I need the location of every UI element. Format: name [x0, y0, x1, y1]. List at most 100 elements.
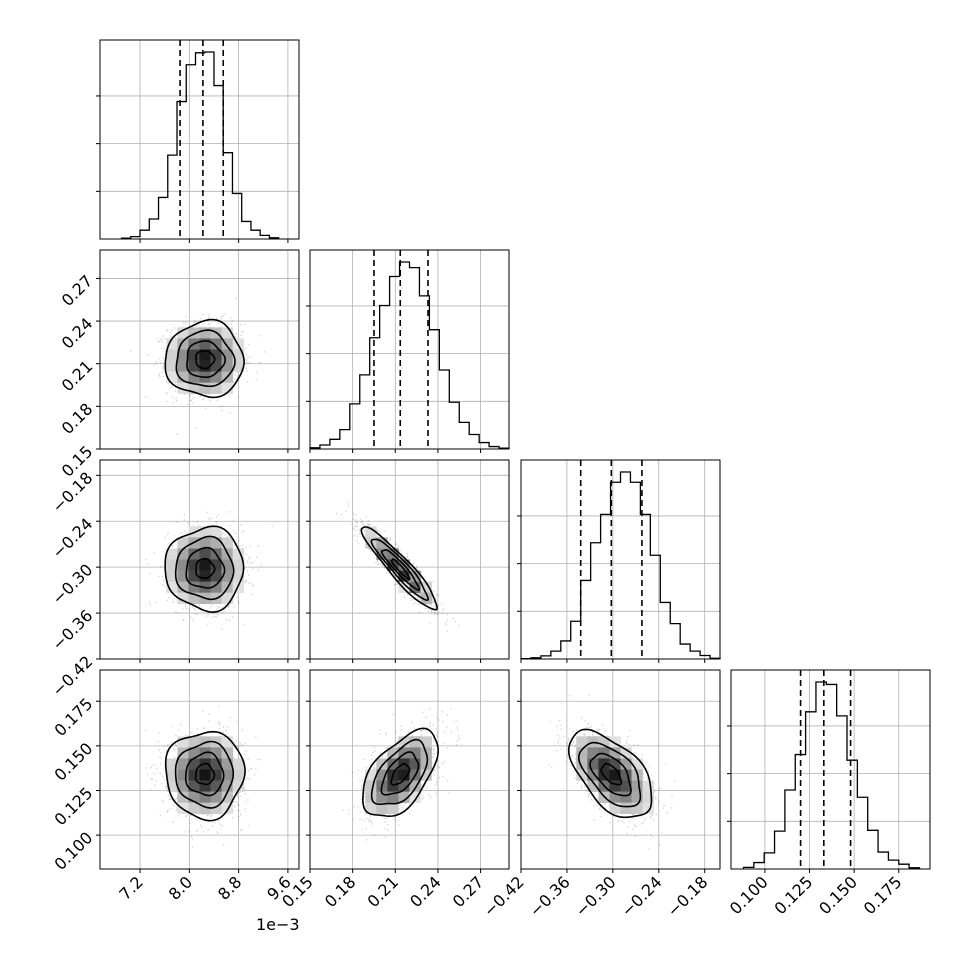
y-tick-label: 0.125: [51, 783, 97, 829]
density-cell: [398, 791, 410, 803]
x-tick-label: −0.42: [480, 872, 528, 920]
y-tick-label: 0.24: [58, 314, 97, 353]
contour-level-1: [184, 751, 225, 797]
panel-1-0: [99, 249, 300, 450]
density-cell: [188, 559, 200, 571]
density-cell: [398, 581, 410, 593]
density-cell: [609, 736, 621, 748]
density-cell: [387, 747, 399, 759]
contour-level-3: [362, 727, 440, 818]
contour-level-0: [195, 350, 216, 370]
density-cell: [232, 780, 245, 792]
density-cell: [177, 382, 189, 395]
contour-level-1: [589, 752, 632, 797]
density-cell: [210, 371, 222, 383]
x-tick-label: 0.150: [815, 872, 861, 918]
density-cell: [199, 349, 211, 361]
density-cell: [376, 758, 388, 770]
density-cell: [642, 780, 654, 792]
density-cell: [221, 769, 233, 781]
density-cell: [576, 736, 588, 748]
density-cell: [210, 360, 222, 372]
density-cell: [210, 526, 222, 538]
density-cell: [232, 570, 245, 582]
density-cell: [210, 769, 222, 781]
density-cell: [609, 769, 621, 781]
density-cell: [631, 791, 643, 803]
density-cell: [199, 802, 211, 815]
axis-offset-label: 1e−3: [256, 915, 300, 934]
density-cell: [420, 736, 432, 748]
panel-content: [100, 460, 299, 659]
histogram-step-3: [742, 681, 921, 869]
density-cell: [609, 802, 621, 815]
density-cell: [631, 758, 643, 770]
density-cell: [177, 736, 189, 748]
density-cell: [620, 769, 632, 781]
density-cell: [221, 537, 233, 549]
density-cell: [188, 570, 200, 582]
density-cell: [398, 769, 410, 781]
contour-level-3: [164, 318, 245, 399]
density-cell: [620, 802, 632, 815]
density-cell: [221, 570, 233, 582]
histogram-step-2: [520, 471, 721, 660]
panel-frame: [99, 39, 300, 240]
panel-3-1: [309, 669, 510, 870]
density-cell: [177, 570, 189, 582]
density-cell: [420, 592, 432, 605]
density-cell: [221, 382, 233, 395]
density-cell: [609, 758, 621, 770]
contour-level-3: [164, 730, 246, 822]
x-tick-label: 0.100: [726, 872, 772, 918]
density-cell: [199, 791, 211, 803]
panel-frame: [99, 459, 300, 660]
contour-level-2: [370, 738, 429, 806]
density-cell: [221, 338, 233, 350]
y-tick-label: 0.27: [58, 271, 97, 310]
density-cell: [221, 327, 233, 339]
density-cell: [387, 791, 399, 803]
density-cell: [177, 791, 189, 803]
y-tick-label: 0.18: [58, 399, 97, 438]
density-cell: [409, 780, 421, 792]
density-cell: [210, 559, 222, 571]
density-cell: [642, 802, 654, 815]
density-cell: [188, 802, 200, 815]
contour-level-1: [380, 751, 420, 796]
panel-content: [100, 670, 299, 869]
density-cell: [166, 349, 178, 361]
panel-frame: [99, 669, 300, 870]
y-tick-label: −0.30: [48, 560, 96, 608]
density-cell: [376, 537, 388, 549]
density-cell: [221, 592, 233, 605]
density-cell: [409, 581, 421, 593]
panel-content: [310, 670, 509, 869]
density-cell: [199, 548, 211, 560]
x-tick-label: −0.18: [663, 872, 711, 920]
density-cell: [199, 360, 211, 372]
density-cell: [409, 758, 421, 770]
density-cell: [177, 360, 189, 372]
density-cell: [576, 769, 588, 781]
density-cell: [221, 736, 233, 748]
density-cell: [365, 526, 377, 538]
density-cell: [221, 780, 233, 792]
density-cell: [166, 780, 178, 792]
density-cell: [232, 559, 245, 571]
contour-level-3: [164, 525, 245, 614]
density-cell: [609, 791, 621, 803]
x-tick-label: −0.24: [617, 872, 665, 920]
density-cell: [620, 758, 632, 770]
density-cell: [609, 747, 621, 759]
density-cell: [587, 780, 599, 792]
density-cell: [210, 349, 222, 361]
density-cell: [221, 802, 233, 815]
contour-level-2: [175, 329, 236, 388]
x-tick-label: 8.0: [165, 872, 196, 903]
density-cell: [177, 338, 189, 350]
density-cell: [199, 382, 211, 395]
density-cell: [188, 382, 200, 395]
contour-level-1: [185, 546, 226, 589]
panel-frame: [309, 249, 510, 450]
